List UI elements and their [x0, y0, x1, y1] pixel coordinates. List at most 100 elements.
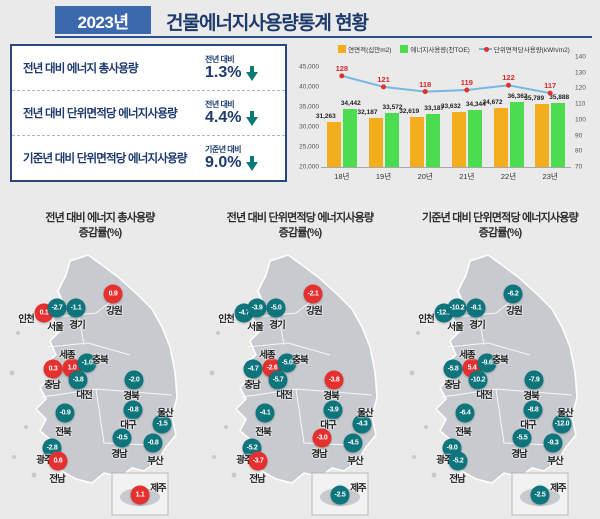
bar — [551, 103, 566, 167]
summary-value-block: 전년 대비 4.4% — [205, 99, 277, 127]
arrow-down-icon — [246, 65, 259, 81]
legend-label: 단위면적당사용량(kWh/m2) — [493, 47, 570, 54]
arrow-down-icon — [246, 110, 259, 126]
region-name-label: 울산 — [157, 408, 174, 419]
map-title-line2: 증감률(%) — [478, 226, 522, 239]
bar-value-label: 36,362 — [507, 92, 528, 100]
bar-value-label: 33,572 — [382, 103, 403, 111]
region-name-label: 경기 — [469, 320, 486, 331]
bar-value-label: 32,187 — [357, 109, 378, 117]
legend-label: 연면적(십만m2) — [348, 47, 392, 54]
region-name-label: 경남 — [111, 449, 128, 460]
map-unit-area-yoy-change: 전년 대비 단위면적당 에너지사용량 증감률(%) -4.7 인천 -3.9 서울 -5… — [200, 205, 400, 519]
region-name-label: 대전 — [476, 390, 493, 401]
bar-value-label: 34,442 — [340, 100, 361, 108]
region-value-badge: -0.8 — [123, 400, 143, 420]
summary-value-block: 기준년 대비 9.0% — [205, 144, 277, 172]
region-value-badge: -9.6 — [477, 353, 497, 373]
region-value-badge: -0.5 — [112, 428, 132, 448]
map-unit-area-baseyear-change: 기준년 대비 단위면적당 에너지사용량 증감률(%) -12.1 인천 -10.2 서… — [400, 205, 600, 519]
region-name-label: 광주 — [436, 455, 453, 466]
region-name-label: 제주 — [150, 483, 167, 494]
region-value-badge: -5.0 — [266, 298, 286, 318]
region-name-label: 제주 — [350, 483, 367, 494]
y-axis-tick: 25,000 — [299, 143, 319, 151]
line-series — [339, 73, 553, 96]
page-title: 건물에너지사용량통계 현황 — [166, 13, 369, 34]
region-name-label: 전북 — [55, 427, 72, 438]
map-badges: -12.1 인천 -10.2 서울 -8.1 경기 -6.2 강원 5.4 세종 -9.6 충북 -5.… — [400, 249, 600, 519]
y-axis-tick: 80 — [575, 147, 583, 155]
region-name-label: 대전 — [276, 390, 293, 401]
bar — [509, 101, 524, 167]
region-value-badge: -5.5 — [512, 428, 532, 448]
y-axis-tick: 100 — [575, 116, 586, 124]
summary-panel: 전년 대비 에너지 총사용량 전년 대비 1.3% 전년 대비 단위면적당 에너… — [10, 44, 287, 182]
region-value-badge: -1.1 — [66, 298, 86, 318]
bar — [493, 108, 508, 167]
y-axis-tick: 20,000 — [299, 163, 319, 171]
bar — [368, 118, 383, 167]
summary-label: 전년 대비 에너지 총사용량 — [23, 63, 139, 75]
map-title: 기준년 대비 단위면적당 에너지사용량 증감률(%) — [400, 211, 600, 241]
bar-value-label: 31,263 — [315, 112, 336, 120]
region-name-label: 인천 — [218, 314, 235, 325]
region-value-badge: -4.3 — [352, 414, 372, 434]
summary-row-unit-area-yoy: 전년 대비 단위면적당 에너지사용량 전년 대비 4.4% — [12, 90, 285, 135]
year-badge: 2023년 — [55, 6, 151, 34]
bar — [535, 103, 550, 167]
summary-caption: 전년 대비 — [205, 55, 235, 65]
y-axis-tick: 35,000 — [299, 103, 319, 111]
region-name-label: 부산 — [547, 456, 564, 467]
bar — [467, 109, 482, 167]
summary-label: 전년 대비 단위면적당 에너지사용량 — [23, 108, 178, 120]
x-axis-tick: 21년 — [459, 172, 475, 181]
chart-plot-area: 31,263 32,187 32,619 33,632 34,672 35,789 34,4… — [316, 57, 571, 168]
y-axis-tick: 140 — [575, 53, 586, 61]
region-name-label: 부산 — [147, 456, 164, 467]
line-marker — [506, 82, 511, 88]
region-name-label: 광주 — [36, 455, 53, 466]
region-name-label: 대구 — [120, 420, 137, 431]
region-name-label: 전남 — [449, 474, 466, 485]
region-name-label: 경기 — [69, 320, 86, 331]
region-name-label: 대구 — [320, 420, 337, 431]
region-value-badge: -3.9 — [247, 298, 267, 318]
region-name-label: 충남 — [44, 380, 61, 391]
region-value-badge: -10.2 — [468, 370, 488, 390]
region-value-badge: -8.1 — [466, 298, 486, 318]
map-title-line1: 전년 대비 에너지 총사용량 — [45, 212, 155, 224]
summary-row-total-energy: 전년 대비 에너지 총사용량 전년 대비 1.3% — [12, 46, 285, 90]
y-axis-tick: 45,000 — [299, 63, 319, 71]
region-name-label: 서울 — [47, 322, 64, 333]
region-value-badge: -0.9 — [55, 403, 75, 423]
korea-map: 0.1 인천 -2.7 서울 -1.1 경기 0.9 강원 1.0 세종 -1.0 충북 0.3 충남 -3… — [0, 249, 200, 519]
region-value-badge: -3.8 — [324, 370, 344, 390]
region-value-badge: -10.2 — [447, 298, 467, 318]
line-value-label: 119 — [460, 78, 473, 87]
y-axis-left: 45,000 40,000 35,000 30,000 25,000 20,000 — [293, 57, 319, 171]
year-badge-label: 2023년 — [77, 12, 129, 32]
x-axis-tick: 23년 — [542, 172, 558, 181]
bar — [426, 114, 441, 167]
region-name-label: 서울 — [447, 322, 464, 333]
summary-row-unit-area-baseyear: 기준년 대비 단위면적당 에너지사용량 기준년 대비 9.0% — [12, 135, 285, 180]
x-axis-tick: 22년 — [500, 172, 517, 181]
region-value-badge: -3.7 — [248, 451, 268, 471]
summary-value: 1.3% — [205, 64, 242, 82]
region-name-label: 충북 — [92, 355, 109, 366]
summary-value: 4.4% — [205, 109, 242, 127]
summary-caption: 전년 대비 — [205, 100, 235, 110]
region-value-badge: 1.1 — [130, 485, 150, 505]
legend-item-per-area: 단위면적당사용량(kWh/m2) — [478, 44, 570, 54]
line-marker — [464, 87, 470, 93]
region-name-label: 광주 — [236, 455, 253, 466]
region-value-badge: 0.6 — [48, 451, 68, 471]
bar — [384, 112, 399, 167]
region-value-badge: -5.7 — [268, 370, 288, 390]
region-value-badge: -4.1 — [255, 403, 275, 423]
legend-label: 에너지사용량(천TOE) — [410, 47, 470, 54]
map-title-line2: 증감률(%) — [78, 226, 122, 239]
region-name-label: 울산 — [357, 408, 374, 419]
